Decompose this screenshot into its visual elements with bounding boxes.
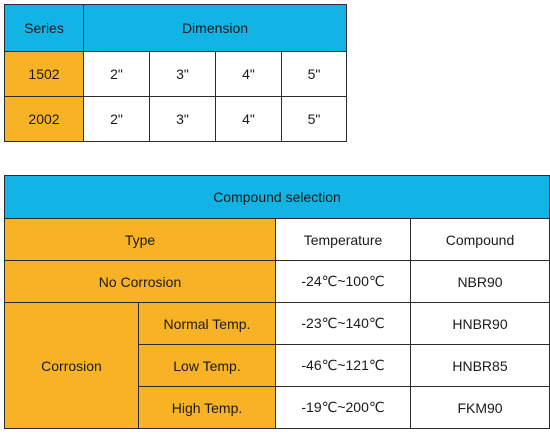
compound-cell: HNBR90 <box>409 302 550 345</box>
table-row: Corrosion Normal Temp. -23℃~140℃ HNBR90 <box>4 302 550 429</box>
dimension-header-row: Series Dimension <box>4 4 348 52</box>
compound-header-row: Type Temperature Compound <box>4 218 550 261</box>
table-row: Low Temp. -46℃~121℃ HNBR85 <box>5 344 550 387</box>
size-cell: 3" <box>149 96 216 142</box>
size-cell: 5" <box>280 51 348 97</box>
compound-cell: NBR90 <box>409 260 550 303</box>
series-cell: 2002 <box>4 96 84 142</box>
subtype-cell: Low Temp. <box>138 344 276 387</box>
table-row: 1502 2" 3" 4" 5" <box>4 51 348 97</box>
temperature-cell: -19℃~200℃ <box>275 386 411 429</box>
compound-table: Compound selection Type Temperature Comp… <box>3 175 550 429</box>
compound-header: Compound <box>409 218 550 261</box>
table-row: 2002 2" 3" 4" 5" <box>4 96 348 142</box>
table-row: No Corrosion -24℃~100℃ NBR90 <box>4 260 550 303</box>
temperature-cell: -46℃~121℃ <box>275 344 411 387</box>
temperature-cell: -23℃~140℃ <box>275 302 411 345</box>
type-cell-corrosion: Corrosion <box>4 302 139 429</box>
type-cell-no-corrosion: No Corrosion <box>4 260 276 303</box>
temperature-cell: -24℃~100℃ <box>275 260 411 303</box>
compound-cell: HNBR85 <box>409 344 550 387</box>
size-cell: 4" <box>215 96 282 142</box>
subtype-cell: Normal Temp. <box>138 302 276 345</box>
compound-title-row: Compound selection <box>3 175 550 219</box>
compound-cell: FKM90 <box>409 386 550 429</box>
size-cell: 5" <box>280 96 348 142</box>
subtype-cell: High Temp. <box>138 386 276 429</box>
size-cell: 2" <box>83 51 150 97</box>
series-cell: 1502 <box>4 51 84 97</box>
size-cell: 4" <box>215 51 282 97</box>
dimension-table: Series Dimension 1502 2" 3" 4" 5" 2002 2… <box>4 4 348 142</box>
type-header: Type <box>4 218 276 261</box>
temperature-header: Temperature <box>275 218 411 261</box>
size-cell: 2" <box>83 96 150 142</box>
compound-title: Compound selection <box>3 175 550 219</box>
size-cell: 3" <box>149 51 216 97</box>
dimension-header: Dimension <box>82 4 348 52</box>
series-header: Series <box>4 4 84 52</box>
table-row: High Temp. -19℃~200℃ FKM90 <box>5 386 550 429</box>
